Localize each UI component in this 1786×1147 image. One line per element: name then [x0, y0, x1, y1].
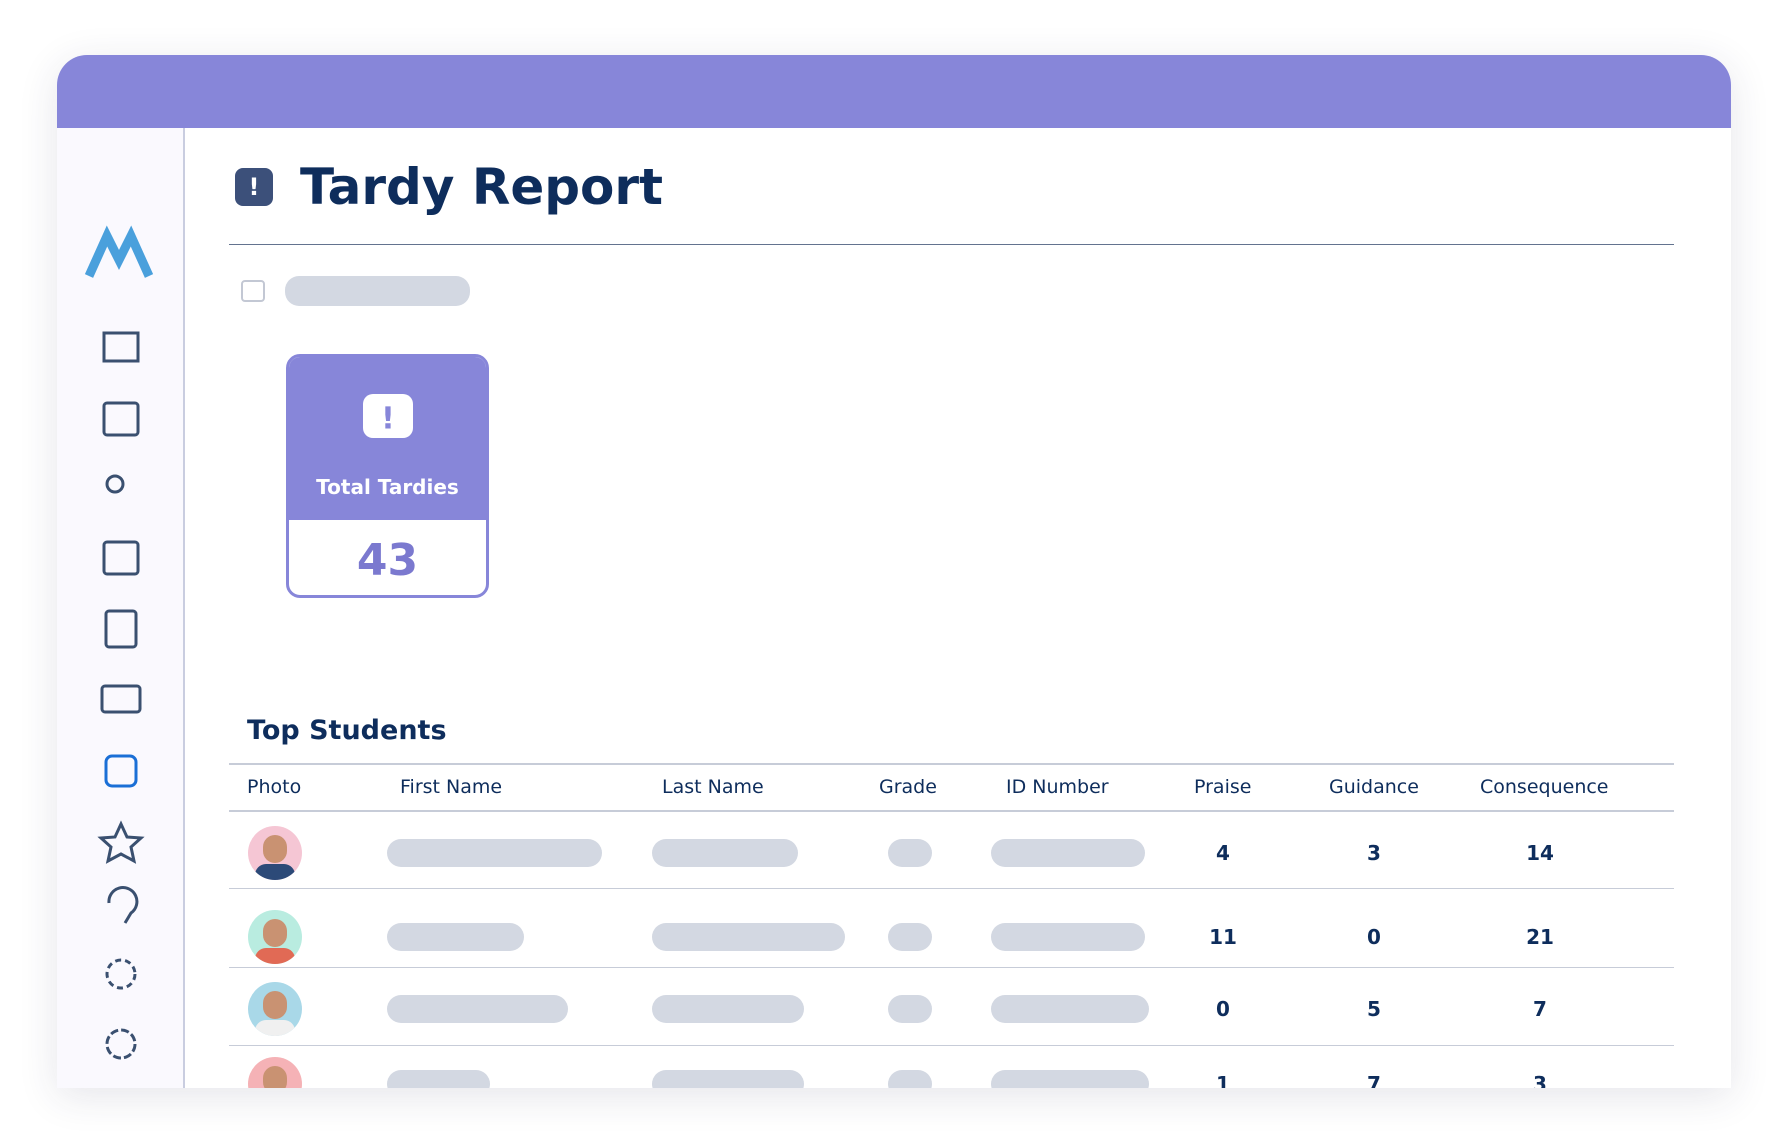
- text-placeholder: [387, 923, 524, 951]
- date-icon[interactable]: [238, 276, 268, 306]
- table-cell: 0: [1367, 925, 1381, 949]
- student-photo[interactable]: [248, 1057, 302, 1088]
- text-placeholder: [991, 923, 1145, 951]
- column-header: Photo: [247, 776, 302, 798]
- svg-text:!: !: [249, 173, 260, 201]
- avatar-body: [255, 1020, 295, 1036]
- divider: [229, 244, 1674, 245]
- text-placeholder: [888, 839, 932, 867]
- nav-settings[interactable]: [105, 1028, 137, 1060]
- table-cell: 11: [1209, 925, 1237, 949]
- total-label: Total Tardies: [316, 475, 459, 499]
- row-divider: [229, 1045, 1674, 1046]
- total-card-header: ! Total Tardies: [289, 357, 486, 520]
- table-cell: 5: [1367, 997, 1381, 1021]
- text-placeholder: [652, 995, 804, 1023]
- text-placeholder: [991, 839, 1145, 867]
- table-cell: 21: [1526, 925, 1554, 949]
- column-header: First Name: [400, 776, 503, 798]
- text-placeholder: [888, 1070, 932, 1088]
- text-placeholder: [888, 995, 932, 1023]
- nav-school[interactable]: [102, 331, 140, 363]
- avatar-head: [263, 835, 287, 863]
- nav-ear[interactable]: [107, 886, 139, 924]
- table-cell: 3: [1533, 1072, 1547, 1088]
- avatar-head: [263, 991, 287, 1019]
- sidebar-icons: [84, 225, 154, 1060]
- table-cell: 3: [1367, 841, 1381, 865]
- text-placeholder: [888, 923, 932, 951]
- row-divider: [229, 888, 1674, 889]
- table-cell: 7: [1367, 1072, 1381, 1088]
- nav-star[interactable]: [97, 820, 145, 864]
- sidebar: [57, 128, 185, 1088]
- text-placeholder: [652, 1070, 804, 1088]
- column-header: Last Name: [662, 776, 764, 798]
- column-header: Consequence: [1480, 776, 1609, 798]
- alert-icon: !: [363, 394, 413, 438]
- text-placeholder: [387, 995, 568, 1023]
- table-cell: 4: [1216, 841, 1230, 865]
- text-placeholder: [387, 1070, 490, 1088]
- text-placeholder: [387, 839, 602, 867]
- svg-text:!: !: [381, 402, 395, 437]
- table-rule: [229, 810, 1674, 812]
- table-cell: 14: [1526, 841, 1554, 865]
- nav-ticket[interactable]: [100, 684, 142, 714]
- nav-burst[interactable]: [105, 958, 137, 990]
- avatar-body: [255, 864, 295, 880]
- nav-people[interactable]: [105, 474, 125, 494]
- student-photo[interactable]: [248, 910, 302, 964]
- nav-profile[interactable]: [102, 540, 140, 576]
- nav-calendar[interactable]: [102, 401, 140, 437]
- column-header: Praise: [1194, 776, 1252, 798]
- top-bar: [57, 55, 1731, 128]
- logo[interactable]: [84, 225, 154, 278]
- app-window: ! Tardy Report ! Total Tardies 43 Top St…: [57, 55, 1731, 1088]
- avatar-head: [263, 1066, 287, 1088]
- avatar-head: [263, 919, 287, 947]
- text-placeholder: [991, 995, 1149, 1023]
- total-card: ! Total Tardies 43: [286, 354, 489, 598]
- page-title: Tardy Report: [300, 158, 663, 216]
- text-placeholder: [652, 839, 798, 867]
- row-divider: [229, 967, 1674, 968]
- nav-clipboard[interactable]: [104, 609, 138, 649]
- column-header: Guidance: [1329, 776, 1419, 798]
- page-icon: !: [235, 168, 273, 206]
- text-placeholder: [991, 1070, 1149, 1088]
- student-photo[interactable]: [248, 826, 302, 880]
- nav-tardy[interactable]: [104, 754, 138, 788]
- student-photo[interactable]: [248, 982, 302, 1036]
- text-placeholder: [652, 923, 845, 951]
- column-header: ID Number: [1006, 776, 1109, 798]
- total-value: 43: [356, 535, 419, 586]
- table-rule: [229, 763, 1674, 765]
- table-cell: 7: [1533, 997, 1547, 1021]
- table-cell: 1: [1216, 1072, 1230, 1088]
- table-cell: 0: [1216, 997, 1230, 1021]
- avatar-body: [255, 948, 295, 964]
- table-title: Top Students: [247, 715, 447, 746]
- date-placeholder[interactable]: [285, 276, 470, 306]
- column-header: Grade: [879, 776, 937, 798]
